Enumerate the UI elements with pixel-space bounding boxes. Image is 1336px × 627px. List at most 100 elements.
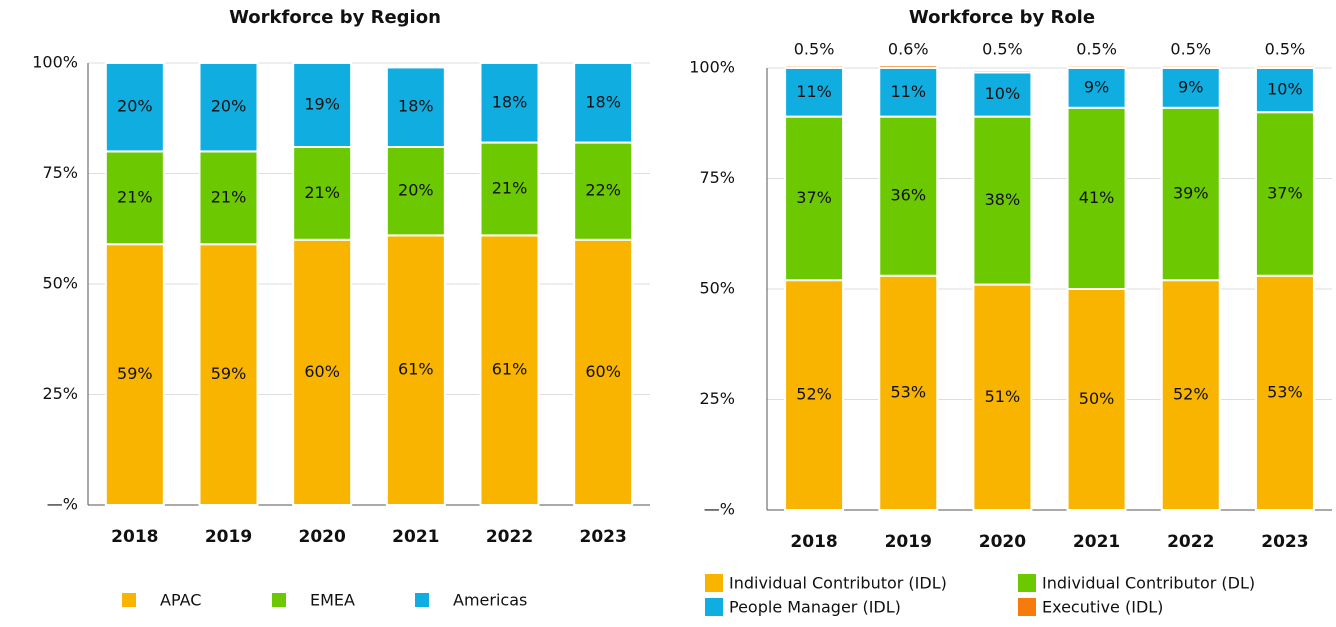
legend-swatch <box>1018 574 1036 592</box>
data-label: 0.6% <box>888 40 929 59</box>
data-label: 18% <box>585 92 621 111</box>
legend-swatch <box>1018 598 1036 616</box>
data-label: 21% <box>211 187 247 206</box>
bar-segment <box>385 66 446 148</box>
bar-segment <box>385 145 446 237</box>
chart-title: Workforce by Role <box>909 7 1095 28</box>
data-label: 20% <box>117 97 153 116</box>
data-label: 0.5% <box>1170 40 1211 59</box>
bar-segment <box>292 145 353 241</box>
legend-label: APAC <box>160 591 201 610</box>
x-tick-label: 2021 <box>1073 532 1120 552</box>
data-label: 0.5% <box>982 40 1023 59</box>
bar-segment <box>292 62 353 148</box>
data-label: 22% <box>585 181 621 200</box>
bar-segment <box>1160 106 1221 282</box>
bar-segment <box>198 150 259 246</box>
bar-segment <box>1254 67 1315 114</box>
data-label: 19% <box>304 94 340 113</box>
data-label: 60% <box>304 362 340 381</box>
y-tick-label: 25% <box>699 389 735 408</box>
bar-segment <box>198 62 259 153</box>
bar-segment <box>104 243 165 506</box>
data-label: 11% <box>796 82 832 101</box>
bar-segment <box>573 238 634 507</box>
x-tick-label: 2021 <box>392 527 439 547</box>
bar-segment <box>292 238 353 507</box>
bar-segment <box>972 69 1033 74</box>
data-label: 10% <box>1267 80 1303 99</box>
bar-segment <box>479 141 540 237</box>
bar-segment <box>573 62 634 144</box>
y-tick-label: 50% <box>42 274 78 293</box>
bar-segment <box>1160 64 1221 70</box>
bar-segment <box>479 234 540 506</box>
data-label: 37% <box>796 188 832 207</box>
data-label: 21% <box>117 187 153 206</box>
bar-segment <box>972 115 1033 286</box>
data-label: 36% <box>890 186 926 205</box>
y-tick-label: 25% <box>42 384 78 403</box>
bar-segment <box>1066 288 1127 511</box>
x-tick-label: 2020 <box>979 532 1026 552</box>
legend-swatch <box>122 593 136 607</box>
data-label: 61% <box>398 360 434 379</box>
x-tick-label: 2019 <box>205 527 252 547</box>
data-label: 50% <box>1079 389 1115 408</box>
legend-label: EMEA <box>310 591 355 610</box>
x-tick-label: 2022 <box>1167 532 1214 552</box>
data-label: 37% <box>1267 183 1303 202</box>
data-label: 51% <box>985 387 1021 406</box>
data-label: 11% <box>890 82 926 101</box>
data-label: 38% <box>985 190 1021 209</box>
bar-segment <box>972 283 1033 511</box>
bar-segment <box>878 115 939 277</box>
data-label: 9% <box>1084 77 1109 96</box>
bar-segment <box>784 115 845 282</box>
data-label: 59% <box>211 364 247 383</box>
data-label: 53% <box>890 382 926 401</box>
data-label: 18% <box>492 92 528 111</box>
data-label: 60% <box>585 362 621 381</box>
data-label: 0.5% <box>1265 40 1306 59</box>
bar-segment <box>479 62 540 144</box>
legend-swatch <box>705 574 723 592</box>
data-label: 52% <box>1173 385 1209 404</box>
bar-segment <box>1066 106 1127 290</box>
data-label: 21% <box>492 178 528 197</box>
y-tick-label: —% <box>704 500 735 519</box>
y-tick-label: 50% <box>699 279 735 298</box>
legend-swatch <box>705 598 723 616</box>
chart-title: Workforce by Region <box>229 7 441 28</box>
legend-label: People Manager (IDL) <box>729 598 901 617</box>
legend-swatch <box>272 593 286 607</box>
x-tick-label: 2023 <box>580 527 627 547</box>
data-label: 59% <box>117 364 153 383</box>
bar-segment <box>972 71 1033 118</box>
bar-segment <box>1254 64 1315 70</box>
x-tick-label: 2018 <box>790 532 837 552</box>
data-label: 20% <box>211 97 247 116</box>
data-label: 52% <box>796 385 832 404</box>
legend-label: Individual Contributor (IDL) <box>729 574 947 593</box>
x-tick-label: 2019 <box>885 532 932 552</box>
bar-segment <box>198 243 259 506</box>
y-tick-label: 100% <box>689 58 735 77</box>
bar-segment <box>573 141 634 241</box>
data-label: 39% <box>1173 183 1209 202</box>
legend-swatch <box>415 593 429 607</box>
bar-segment <box>385 234 446 506</box>
y-tick-label: 75% <box>699 168 735 187</box>
data-label: 0.5% <box>794 40 835 59</box>
bar-segment <box>1066 64 1127 70</box>
data-label: 20% <box>398 181 434 200</box>
x-tick-label: 2018 <box>111 527 158 547</box>
y-tick-label: 75% <box>42 163 78 182</box>
data-label: 53% <box>1267 382 1303 401</box>
data-label: 21% <box>304 183 340 202</box>
data-label: 41% <box>1079 188 1115 207</box>
data-label: 18% <box>398 97 434 116</box>
x-tick-label: 2023 <box>1261 532 1308 552</box>
data-label: 61% <box>492 360 528 379</box>
